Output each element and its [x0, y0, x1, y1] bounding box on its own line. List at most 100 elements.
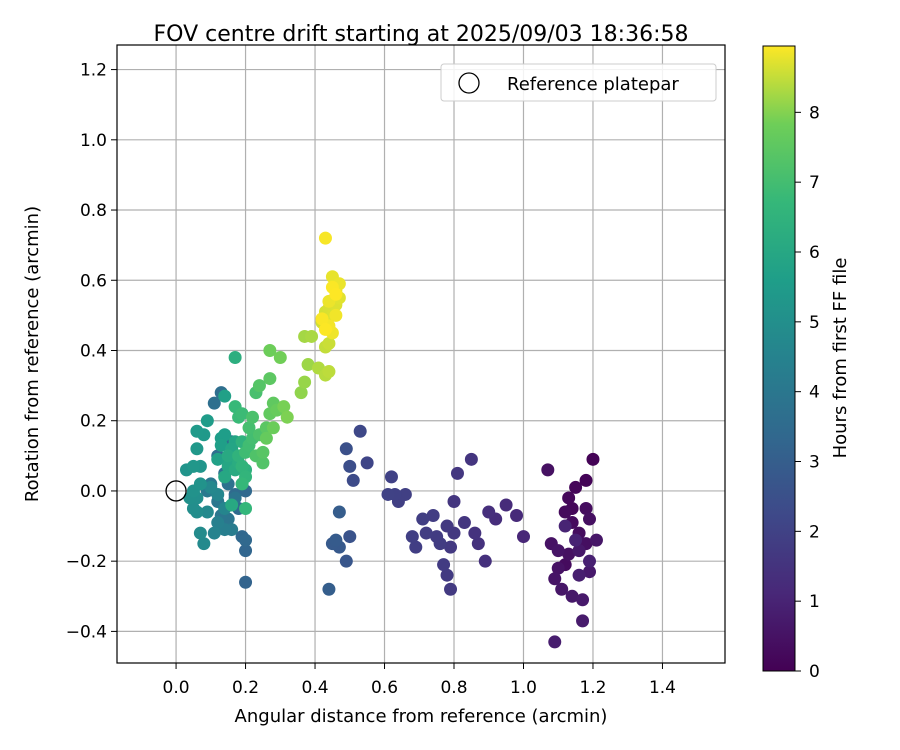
- scatter-point: [482, 505, 496, 519]
- x-tick-label: 1.0: [510, 678, 537, 698]
- scatter-point: [242, 421, 256, 435]
- scatter-point: [332, 505, 346, 519]
- scatter-point: [583, 554, 597, 568]
- y-tick-label: 0.6: [80, 271, 107, 291]
- scatter-point: [447, 494, 461, 508]
- scatter-point: [478, 554, 492, 568]
- scatter-point: [516, 530, 530, 544]
- scatter-point: [468, 526, 482, 540]
- colorbar-gradient: [762, 45, 796, 672]
- scatter-point: [381, 487, 395, 501]
- reference-marker-layer: [165, 480, 187, 502]
- scatter-point: [360, 456, 374, 470]
- scatter-point: [322, 365, 336, 379]
- scatter-point: [464, 452, 478, 466]
- colorbar-tick-label: 0: [809, 662, 820, 682]
- scatter-point: [193, 477, 207, 491]
- scatter-point: [186, 459, 200, 473]
- scatter-point: [256, 456, 270, 470]
- legend: Reference platepar: [440, 63, 717, 102]
- scatter-point: [239, 533, 253, 547]
- scatter-point: [221, 449, 235, 463]
- scatter-point: [437, 558, 451, 572]
- colorbar-label: Hours from first FF file: [830, 258, 851, 459]
- scatter-point: [245, 410, 259, 424]
- colorbar-ticks: 0 1 2 3 4 5 6 7 8: [795, 103, 820, 682]
- y-tick-label: 0.0: [80, 482, 107, 502]
- scatter-point: [548, 635, 562, 649]
- scatter-point: [440, 568, 454, 582]
- colorbar-tick-label: 6: [809, 243, 820, 263]
- scatter-points: [179, 231, 603, 649]
- scatter-point: [419, 526, 433, 540]
- scatter-point: [200, 414, 214, 428]
- scatter-point: [562, 547, 576, 561]
- scatter-point: [322, 336, 336, 350]
- scatter-point: [190, 424, 204, 438]
- x-tick-label: 0.4: [302, 678, 329, 698]
- scatter-point: [329, 287, 343, 301]
- colorbar-tick-label: 5: [809, 313, 820, 333]
- scatter-point: [346, 473, 360, 487]
- scatter-point: [541, 463, 555, 477]
- scatter-point: [277, 400, 291, 414]
- scatter-point: [339, 554, 353, 568]
- scatter-point: [193, 526, 207, 540]
- colorbar-tick-label: 4: [809, 383, 820, 403]
- colorbar-tick-label: 8: [809, 103, 820, 123]
- scatter-point: [384, 470, 398, 484]
- scatter-point: [239, 544, 253, 558]
- scatter-point: [235, 477, 249, 491]
- scatter-point: [555, 582, 569, 596]
- scatter-point: [322, 582, 336, 596]
- scatter-point: [315, 312, 329, 326]
- plot-frame: [116, 44, 726, 664]
- grid: [117, 45, 725, 663]
- legend-entry-reference: Reference platepar: [507, 74, 679, 95]
- scatter-point: [579, 473, 593, 487]
- scatter-point: [430, 530, 444, 544]
- scatter-point: [562, 491, 576, 505]
- scatter-point: [259, 431, 273, 445]
- scatter-point: [190, 442, 204, 456]
- scatter-point: [305, 329, 319, 343]
- scatter-point: [558, 505, 572, 519]
- y-axis-ticks: −0.4 −0.2 0.0 0.2 0.4 0.6 0.8 1.0 1.2: [66, 61, 117, 642]
- scatter-point: [329, 308, 343, 322]
- x-tick-label: 0.8: [440, 678, 467, 698]
- reference-platepar-marker: [165, 480, 187, 502]
- legend-box: [440, 63, 717, 102]
- scatter-point: [457, 516, 471, 530]
- scatter-point: [551, 561, 565, 575]
- scatter-point: [228, 351, 242, 365]
- scatter-point: [235, 407, 249, 421]
- scatter-point: [186, 502, 200, 515]
- scatter-point: [409, 540, 423, 554]
- x-axis-ticks: 0.0 0.2 0.4 0.6 0.8 1.0 1.2 1.4: [163, 663, 676, 698]
- scatter-point: [280, 410, 294, 424]
- scatter-point: [204, 480, 218, 494]
- x-tick-label: 0.0: [163, 678, 190, 698]
- scatter-point: [318, 231, 332, 245]
- scatter-point: [405, 530, 419, 544]
- x-tick-label: 0.2: [232, 678, 259, 698]
- scatter-point: [266, 421, 280, 435]
- scatter-point: [471, 537, 485, 551]
- scatter-point: [579, 502, 593, 515]
- scatter-point: [256, 445, 270, 459]
- scatter-point: [211, 452, 225, 466]
- colorbar-tick-label: 7: [809, 173, 820, 193]
- scatter-point: [444, 540, 458, 554]
- scatter-point: [218, 389, 232, 403]
- scatter-point: [218, 470, 232, 484]
- scatter-point: [214, 438, 228, 452]
- scatter-point: [339, 442, 353, 456]
- x-tick-label: 1.2: [579, 678, 606, 698]
- scatter-point: [318, 322, 332, 336]
- scatter-point: [572, 568, 586, 582]
- scatter-point: [450, 466, 464, 480]
- scatter-point: [510, 509, 524, 523]
- y-tick-label: 1.2: [80, 61, 107, 81]
- scatter-point: [583, 565, 597, 579]
